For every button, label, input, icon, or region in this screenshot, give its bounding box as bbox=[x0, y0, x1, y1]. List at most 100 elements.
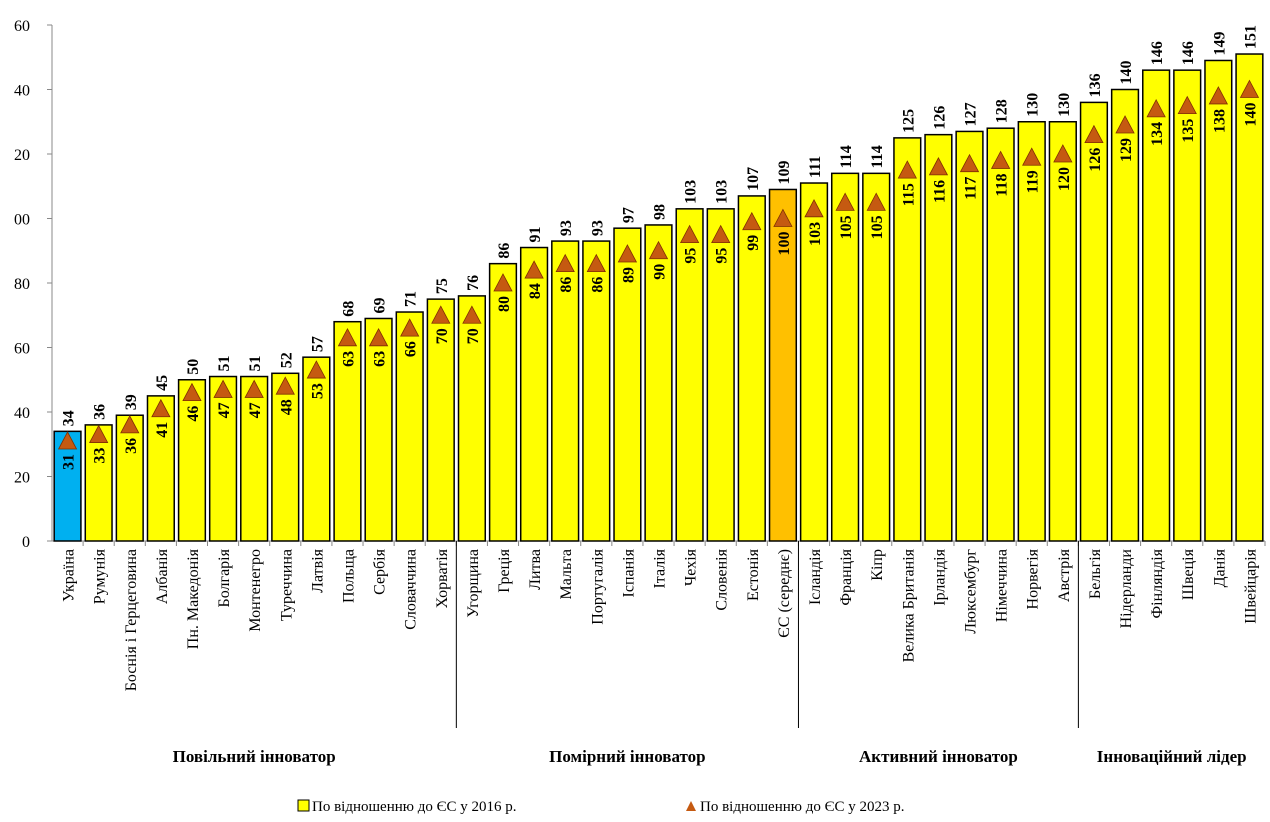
triangle-marker bbox=[244, 379, 264, 398]
bar bbox=[675, 208, 704, 542]
legend-swatch bbox=[686, 801, 696, 811]
y-tick-label: 80 bbox=[14, 276, 30, 293]
triangle-marker bbox=[679, 224, 700, 244]
bar bbox=[1048, 121, 1077, 542]
value-label: 118 bbox=[994, 173, 1011, 196]
x-tick-label: Естонія bbox=[745, 548, 762, 601]
value-label: 46 bbox=[185, 406, 202, 422]
group-label: Активний інноватор bbox=[859, 747, 1018, 766]
x-tick-label: ЄС (середнє) bbox=[776, 549, 793, 638]
y-tick-label: 20 bbox=[14, 147, 30, 164]
triangle-marker bbox=[1208, 86, 1229, 105]
group-label: Інноваційний лідер bbox=[1096, 747, 1247, 766]
bar bbox=[768, 188, 798, 542]
x-tick-label: Португалія bbox=[589, 548, 606, 624]
value-label: 109 bbox=[776, 160, 793, 184]
triangle-marker bbox=[835, 192, 855, 211]
x-tick-label: Нідерланди bbox=[1118, 549, 1135, 629]
value-label: 111 bbox=[807, 156, 824, 178]
value-label: 36 bbox=[92, 404, 109, 420]
value-label: 36 bbox=[123, 438, 140, 454]
triangle-marker bbox=[431, 305, 451, 324]
value-label: 95 bbox=[714, 248, 731, 264]
triangle-marker bbox=[586, 253, 606, 273]
x-tick-label: Ірландія bbox=[931, 548, 948, 605]
value-label: 107 bbox=[745, 167, 762, 191]
triangle-marker bbox=[1022, 147, 1042, 166]
bar bbox=[799, 182, 829, 542]
triangle-marker bbox=[648, 240, 669, 260]
value-label: 71 bbox=[403, 291, 420, 307]
x-tick-label: Швеція bbox=[1180, 548, 1197, 600]
value-label: 31 bbox=[61, 454, 78, 470]
value-label: 98 bbox=[652, 204, 669, 220]
value-label: 146 bbox=[1180, 41, 1197, 65]
triangle-marker bbox=[804, 198, 824, 218]
value-label: 103 bbox=[683, 180, 700, 204]
value-label: 91 bbox=[527, 227, 544, 243]
value-label: 90 bbox=[652, 264, 669, 280]
value-label: 114 bbox=[838, 145, 855, 168]
value-label: 86 bbox=[589, 277, 606, 293]
value-label: 138 bbox=[1211, 109, 1228, 133]
value-label: 117 bbox=[963, 177, 980, 200]
value-label: 63 bbox=[340, 351, 357, 367]
y-tick-label: 40 bbox=[14, 83, 30, 100]
value-label: 95 bbox=[683, 248, 700, 264]
x-tick-label: Словаччина bbox=[403, 549, 420, 630]
x-tick-label: Литва bbox=[527, 549, 544, 590]
bar bbox=[1235, 53, 1264, 542]
bar bbox=[986, 127, 1015, 542]
bar bbox=[955, 130, 984, 542]
triangle-marker bbox=[711, 224, 731, 244]
bar bbox=[613, 227, 642, 542]
triangle-marker bbox=[1115, 115, 1135, 134]
triangle-marker bbox=[617, 244, 638, 263]
triangle-marker bbox=[182, 382, 202, 402]
y-tick-label: 60 bbox=[14, 18, 30, 35]
triangle-marker bbox=[400, 318, 420, 337]
triangle-marker bbox=[57, 431, 78, 450]
bar bbox=[146, 395, 175, 542]
value-label: 125 bbox=[900, 109, 917, 133]
value-label: 66 bbox=[403, 341, 420, 357]
value-label: 50 bbox=[185, 359, 202, 375]
value-label: 135 bbox=[1180, 119, 1197, 143]
value-label: 93 bbox=[558, 220, 575, 236]
x-tick-label: Ісландія bbox=[807, 548, 824, 605]
y-tick-label: 60 bbox=[14, 341, 30, 358]
x-tick-label: Бельгія bbox=[1087, 548, 1104, 599]
x-tick-label: Кіпр bbox=[869, 549, 886, 581]
value-label: 115 bbox=[900, 183, 917, 206]
triangle-marker bbox=[897, 160, 917, 179]
value-label: 33 bbox=[92, 448, 109, 464]
value-label: 93 bbox=[589, 220, 606, 236]
x-tick-label: Пн. Македонія bbox=[185, 548, 202, 649]
group-label: Повільний інноватор bbox=[172, 747, 336, 766]
x-tick-label: Греція bbox=[496, 548, 513, 592]
value-label: 34 bbox=[61, 410, 78, 426]
triangle-marker bbox=[1084, 124, 1104, 144]
triangle-marker bbox=[88, 424, 109, 443]
legend-label: По відношенню до ЄС у 2016 р. bbox=[312, 799, 517, 815]
value-label: 89 bbox=[620, 267, 637, 283]
x-tick-label: Угорщина bbox=[465, 549, 482, 618]
bar bbox=[519, 246, 549, 542]
value-label: 129 bbox=[1118, 138, 1135, 162]
bar bbox=[115, 414, 144, 542]
x-tick-label: Болгарія bbox=[216, 548, 233, 607]
x-tick-label: Італія bbox=[652, 548, 669, 588]
value-label: 53 bbox=[309, 383, 326, 399]
bar bbox=[893, 137, 922, 542]
legend-label: По відношенню до ЄС у 2023 р. bbox=[700, 799, 905, 815]
legend-swatch bbox=[297, 799, 310, 812]
x-tick-label: Латвія bbox=[309, 548, 326, 593]
bar bbox=[426, 298, 455, 542]
triangle-marker bbox=[928, 157, 949, 176]
x-tick-label: Франція bbox=[838, 548, 855, 605]
triangle-marker bbox=[1177, 95, 1197, 115]
value-label: 116 bbox=[931, 180, 948, 203]
bar bbox=[551, 240, 580, 542]
bar bbox=[208, 375, 238, 542]
